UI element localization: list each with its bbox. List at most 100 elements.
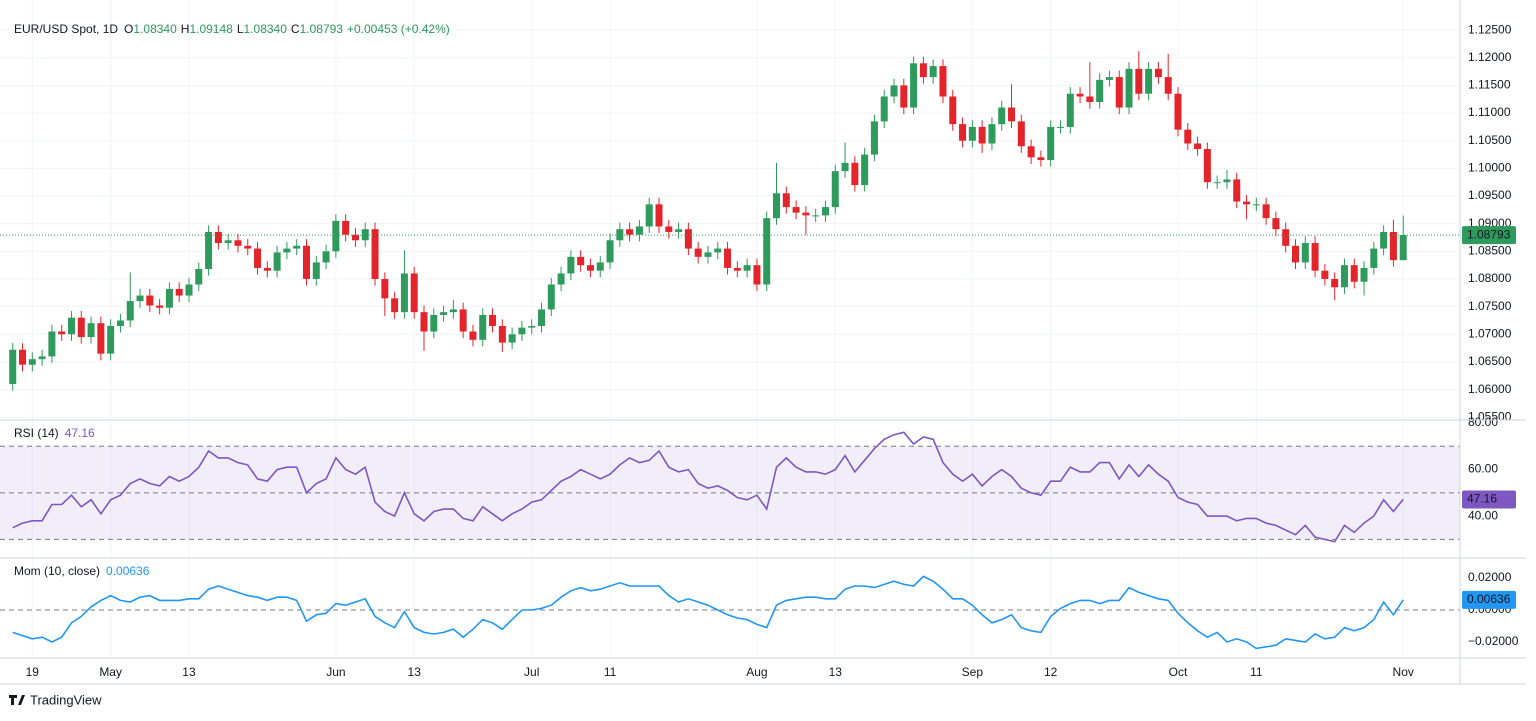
symbol-title: EUR/USD Spot, 1D [14, 22, 118, 36]
x-tick-label: 19 [26, 665, 40, 679]
candle-body [1125, 68, 1133, 108]
candle-body [606, 240, 614, 263]
candle-body [861, 154, 869, 185]
legend: EUR/USD Spot, 1D O1.08340 H1.09148 L1.08340… [14, 22, 450, 36]
candle-body [400, 273, 408, 313]
y-tick-label: 40.00 [1468, 508, 1498, 522]
candle-body [361, 229, 369, 241]
candle-body [508, 334, 516, 343]
brand-name: TradingView [30, 692, 102, 707]
candle-body [528, 325, 536, 328]
candle-body [1380, 231, 1388, 249]
candle-body [97, 323, 105, 354]
candle-body [714, 248, 722, 253]
candle-body [19, 349, 27, 365]
candle-body [48, 331, 56, 357]
candle-body [234, 240, 242, 246]
candle-body [782, 193, 790, 208]
ohlc-key: H [181, 22, 190, 36]
candle-body [792, 207, 800, 213]
candle-body [1056, 126, 1064, 128]
y-tick-label: 1.07000 [1468, 326, 1512, 340]
candle-body [1291, 245, 1299, 263]
candle-body [1184, 129, 1192, 144]
candle-body [38, 356, 46, 360]
candle-body [939, 66, 947, 97]
candle-body [988, 124, 996, 144]
last-price-label: 1.08793 [1467, 227, 1511, 241]
candle-body [449, 309, 457, 313]
candle-body [1174, 93, 1182, 130]
candle-body [214, 231, 222, 244]
indicator-line [12, 575, 1404, 650]
candle-body [586, 265, 594, 271]
y-tick-label: 1.12500 [1468, 22, 1512, 36]
candle-body [1213, 182, 1221, 184]
candle-body [959, 124, 967, 141]
candle-body [116, 320, 124, 326]
indicator-title: RSI (14) [14, 426, 59, 440]
ohlc-value: 1.09148 [189, 22, 233, 36]
indicator-line [12, 431, 1404, 543]
candle-body [420, 312, 428, 332]
candles [9, 51, 1407, 391]
candle-body [1282, 229, 1290, 246]
candle-body [1086, 96, 1094, 103]
candle-body [430, 314, 438, 332]
candle-body [498, 325, 506, 343]
candle-body [136, 295, 144, 302]
candle-body [812, 215, 820, 217]
indicator-value: 47.16 [65, 426, 95, 440]
x-tick-label: 13 [408, 665, 422, 679]
candle-body [704, 252, 712, 257]
y-tick-label: −0.02000 [1468, 634, 1519, 648]
brand: TradingView [9, 692, 102, 707]
candle-body [58, 331, 66, 335]
candle-body [1203, 149, 1211, 183]
ohlc-key: L [237, 22, 244, 36]
candle-body [67, 317, 75, 335]
candle-body [1243, 201, 1251, 205]
candle-body [107, 325, 115, 354]
candle-body [1154, 68, 1162, 78]
x-tick-label: 13 [829, 665, 843, 679]
candle-body [175, 288, 183, 296]
candle-body [900, 85, 908, 108]
candle-body [342, 220, 350, 235]
candle-body [910, 63, 918, 108]
ohlc-value: 1.08340 [244, 22, 288, 36]
candle-body [440, 312, 448, 315]
candle-body [195, 269, 203, 285]
last-value-badge [1462, 590, 1516, 609]
x-tick-label: Jul [524, 665, 539, 679]
x-tick-label: 12 [1044, 665, 1058, 679]
candle-body [518, 327, 526, 335]
candle-body [538, 309, 546, 326]
x-tick-label: 11 [604, 665, 617, 679]
candle-body [577, 256, 585, 266]
candle-body [1331, 278, 1339, 288]
candle-body [332, 220, 340, 252]
candle-body [1066, 93, 1074, 127]
candle-body [753, 265, 761, 285]
y-tick-label: 1.06000 [1468, 382, 1512, 396]
candle-body [254, 248, 262, 268]
candle-body [410, 273, 418, 313]
candle-body [880, 96, 888, 122]
candle-body [596, 262, 604, 271]
candle-body [1272, 218, 1280, 230]
candle-body [469, 331, 477, 340]
candle-body [28, 359, 36, 365]
candle-body [949, 96, 957, 125]
candle-body [165, 288, 173, 308]
ohlc-value: 1.08340 [133, 22, 177, 36]
y-tick-label: 1.11500 [1468, 78, 1511, 92]
candle-body [1194, 143, 1202, 150]
candle-body [1223, 179, 1231, 183]
candle-body [998, 107, 1006, 125]
candle-body [263, 267, 271, 271]
y-tick-label: 1.10500 [1468, 133, 1512, 147]
candle-body [802, 212, 810, 216]
candle-body [244, 245, 252, 249]
